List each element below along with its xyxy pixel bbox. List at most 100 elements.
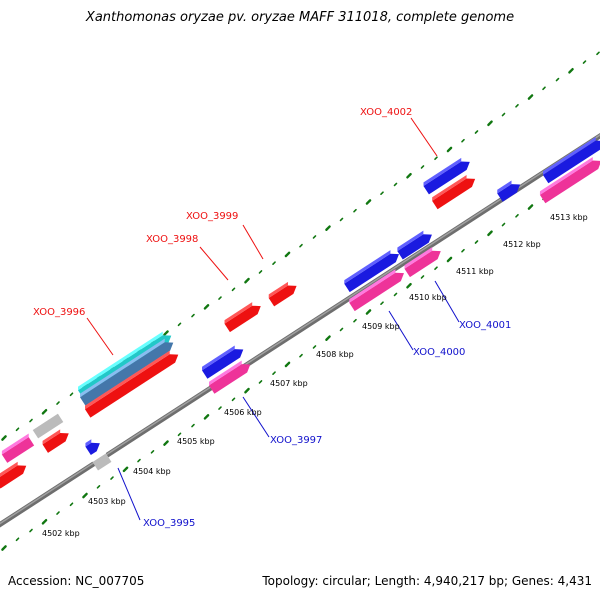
tick-dot (1, 545, 7, 551)
gene-arrow-body (542, 140, 600, 184)
tick-dot (163, 440, 169, 446)
leader-line (410, 117, 438, 157)
tick-dot (420, 165, 425, 169)
gene-arrow-bevel (79, 338, 165, 398)
tick-dot (542, 86, 546, 91)
tick-dot (582, 60, 587, 64)
tick-dot (258, 270, 263, 274)
gene-arrow-bevel (92, 449, 107, 463)
label-leaders (86, 117, 460, 521)
tick-dot (365, 309, 372, 315)
accession-text: Accession: NC_007705 (8, 574, 145, 588)
gene-label-xoo-4002[interactable]: XOO_4002 (360, 107, 412, 118)
tick-dot (150, 450, 155, 454)
tick-label: 4511 kbp (456, 267, 494, 276)
gene-arrow (542, 136, 600, 184)
tick-dot (272, 371, 276, 375)
leader-line (117, 467, 141, 521)
tick-label: 4504 kbp (133, 467, 171, 476)
tick-dot (353, 208, 357, 213)
tick-dot (487, 120, 493, 127)
tick-dot (406, 172, 412, 179)
tick-dot (461, 138, 465, 143)
tick-dot (56, 511, 60, 515)
tick-dot (434, 266, 438, 271)
tick-dots (1, 51, 600, 551)
tick-dot (515, 103, 519, 108)
tick-dot (110, 476, 114, 480)
tick-dot (231, 397, 236, 402)
tick-dot (29, 418, 33, 423)
tick-dot (406, 282, 412, 289)
tick-dot (272, 261, 276, 265)
gene-arrow-body (42, 432, 69, 453)
gene-arrow (85, 439, 100, 456)
tick-dot (218, 296, 222, 300)
tick-label: 4509 kbp (362, 322, 400, 331)
gene-arrow-bevel (539, 156, 593, 195)
gene-arrow-bevel (201, 345, 235, 371)
tick-dot (339, 327, 344, 332)
tick-dot (177, 322, 182, 327)
labels: 4502 kbp 4503 kbp 4504 kbp 4505 kbp 4506… (33, 107, 588, 538)
tick-label: 4507 kbp (270, 379, 308, 388)
gene-label-xoo-3995[interactable]: XOO_3995 (143, 518, 195, 529)
gene-label-xoo-3998[interactable]: XOO_3998 (146, 234, 198, 245)
gene-label-xoo-3997[interactable]: XOO_3997 (270, 435, 322, 446)
gene-arrow (0, 461, 27, 489)
gene-arrow-bevel (224, 302, 253, 324)
tick-dot (177, 432, 182, 437)
leader-line (388, 310, 414, 351)
gene-arrow-body (224, 305, 261, 333)
tick-label: 4505 kbp (177, 437, 215, 446)
gene-arrow-bevel (85, 439, 92, 447)
tick-label: 4503 kbp (88, 497, 126, 506)
gene-arrow-bevel (497, 180, 512, 194)
tick-dot (284, 251, 291, 258)
gene-arrow (432, 174, 476, 210)
gene-arrow (1, 433, 35, 463)
tick-label: 4512 kbp (503, 240, 541, 249)
gene-arrow-bevel (32, 410, 58, 430)
gene-label-xoo-3999[interactable]: XOO_3999 (186, 211, 238, 222)
gene-arrow-body (397, 234, 432, 260)
tick-dot (461, 248, 465, 253)
gene-arrow (208, 360, 251, 394)
gene-arrow-bevel (84, 350, 170, 410)
gene-arrow (224, 302, 261, 333)
gene-arrow (349, 269, 404, 312)
gene-arrow (84, 350, 179, 418)
gene-arrow-bevel (423, 157, 462, 186)
tick-dot (15, 427, 20, 432)
tick-dot (29, 528, 33, 533)
tick-dot (41, 518, 48, 525)
gene-label-xoo-3996[interactable]: XOO_3996 (33, 307, 85, 318)
gene-arrow-body (85, 442, 100, 456)
gene-arrow-body (423, 161, 470, 195)
gene-arrow (79, 338, 174, 406)
leader-line (434, 280, 460, 323)
gene-arrow-body (79, 342, 174, 406)
tick-dot (163, 330, 169, 336)
tick-dot (312, 345, 317, 349)
gene-arrow-bevel (542, 136, 596, 175)
tick-label: 4506 kbp (224, 408, 262, 417)
tick-dot (299, 353, 303, 358)
gene-arrow-bevel (432, 174, 467, 201)
gene-arrow-body (268, 285, 297, 307)
tick-label: 4510 kbp (409, 293, 447, 302)
tick-dot (596, 51, 600, 56)
gene-label-xoo-4001[interactable]: XOO_4001 (459, 320, 511, 331)
gene-label-xoo-4000[interactable]: XOO_4000 (413, 347, 465, 358)
leader-line (242, 396, 270, 438)
gene-arrow-body (344, 253, 399, 293)
gene-arrow (423, 157, 470, 195)
tick-dot (555, 77, 560, 82)
tick-dot (258, 380, 263, 384)
tick-dot (515, 213, 519, 218)
tick-dot (501, 222, 506, 227)
tick-dot (299, 243, 303, 248)
tick-dot (122, 466, 129, 473)
gene-arrow (404, 247, 441, 278)
